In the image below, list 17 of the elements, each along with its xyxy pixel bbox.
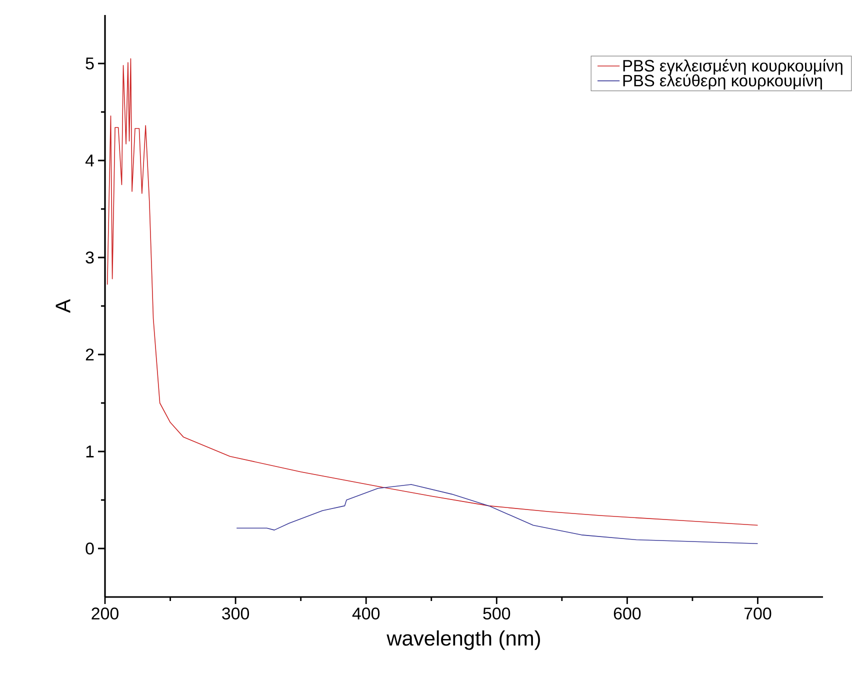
- line-series: [236, 484, 758, 544]
- x-tick-label: 600: [614, 608, 641, 620]
- x-tick-label: 500: [483, 608, 510, 620]
- y-axis-title: A: [56, 299, 70, 313]
- legend-label: PBS ελεύθερη κουρκουμίνη: [623, 74, 822, 90]
- y-tick-label: 2: [86, 348, 94, 360]
- y-tick-label: 4: [85, 154, 94, 166]
- y-tick-label: 5: [86, 58, 94, 70]
- x-tick-label: 200: [92, 608, 118, 620]
- x-tick-label: 300: [222, 608, 250, 620]
- x-tick-label: 400: [352, 608, 380, 620]
- y-tick-label: 0: [86, 542, 94, 554]
- y-tick-label: 3: [86, 252, 94, 264]
- y-tick-label: 1: [86, 446, 94, 458]
- x-tick-label: 700: [744, 608, 772, 620]
- legend-label: PBS εγκλεισμένη κουρκουμίνη: [623, 59, 842, 75]
- x-axis-title: wavelength (nm): [386, 630, 540, 650]
